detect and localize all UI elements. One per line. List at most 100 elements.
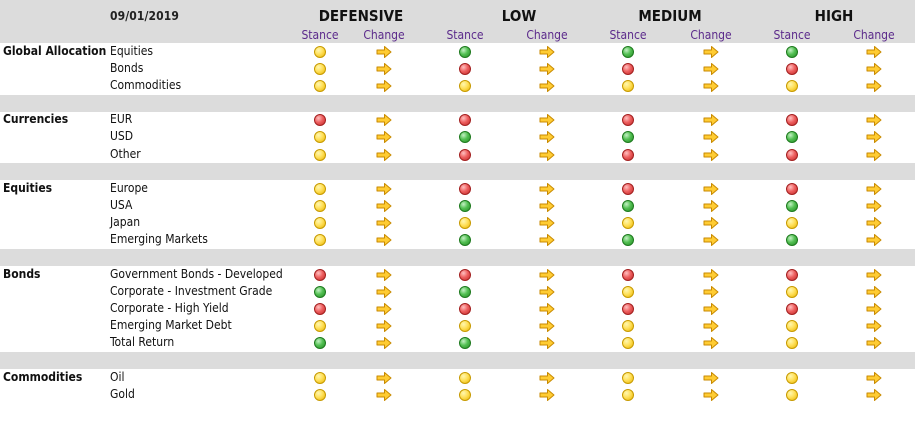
- stance-yellow-dot-icon: [622, 388, 634, 401]
- change-arrow-right-icon: [703, 320, 719, 333]
- stance-red-dot-icon: [314, 303, 326, 315]
- change-arrow-right-icon: [703, 268, 719, 281]
- stance-yellow-dot-icon: [786, 388, 798, 401]
- stance-red-dot-icon: [314, 268, 326, 281]
- asset-label: Bonds: [110, 60, 144, 75]
- change-column-header: Change: [690, 28, 732, 42]
- stance-column-header: Stance: [773, 28, 811, 42]
- change-arrow-right-icon: [703, 234, 719, 247]
- header-band: [0, 0, 915, 43]
- stance-red-dot-icon: [622, 303, 634, 315]
- stance-red-dot-icon: [459, 114, 471, 127]
- stance-yellow-dot-icon: [314, 371, 326, 384]
- stance-yellow-dot-icon: [622, 320, 634, 333]
- change-arrow-right-icon: [376, 182, 392, 195]
- stance-green-dot-icon: [622, 200, 634, 212]
- change-arrow-right-icon: [376, 320, 392, 333]
- change-arrow-right-icon: [539, 337, 555, 350]
- asset-label: Oil: [110, 369, 125, 384]
- asset-label: Emerging Markets: [110, 232, 208, 247]
- stance-yellow-dot-icon: [314, 234, 326, 247]
- stance-column-header: Stance: [301, 28, 339, 42]
- profile-title-medium: MEDIUM: [638, 7, 702, 25]
- asset-label: Europe: [110, 180, 148, 195]
- change-arrow-right-icon: [539, 234, 555, 247]
- change-arrow-right-icon: [539, 80, 555, 93]
- profile-title-high: HIGH: [814, 7, 854, 25]
- stance-green-dot-icon: [622, 45, 634, 58]
- stance-green-dot-icon: [459, 234, 471, 247]
- stance-yellow-dot-icon: [314, 320, 326, 333]
- change-arrow-right-icon: [539, 62, 555, 75]
- stance-yellow-dot-icon: [459, 217, 471, 230]
- stance-yellow-dot-icon: [314, 148, 326, 161]
- change-arrow-right-icon: [703, 131, 719, 144]
- category-label: Bonds: [3, 266, 41, 281]
- stance-yellow-dot-icon: [314, 131, 326, 144]
- change-arrow-right-icon: [376, 62, 392, 75]
- stance-green-dot-icon: [622, 131, 634, 144]
- change-arrow-right-icon: [376, 337, 392, 350]
- stance-yellow-dot-icon: [314, 45, 326, 58]
- stance-column-header: Stance: [446, 28, 484, 42]
- section-separator: [0, 163, 915, 181]
- change-arrow-right-icon: [703, 285, 719, 298]
- stance-green-dot-icon: [314, 337, 326, 350]
- change-arrow-right-icon: [866, 371, 882, 384]
- change-column-header: Change: [853, 28, 895, 42]
- change-arrow-right-icon: [539, 388, 555, 401]
- stance-yellow-dot-icon: [459, 80, 471, 92]
- stance-yellow-dot-icon: [459, 388, 471, 401]
- stance-yellow-dot-icon: [786, 371, 798, 384]
- change-arrow-right-icon: [703, 148, 719, 161]
- stance-yellow-dot-icon: [622, 285, 634, 298]
- change-arrow-right-icon: [539, 285, 555, 298]
- stance-green-dot-icon: [786, 45, 798, 58]
- category-label: Commodities: [3, 369, 83, 384]
- change-arrow-right-icon: [703, 200, 719, 213]
- stance-green-dot-icon: [459, 337, 471, 350]
- stance-yellow-dot-icon: [786, 337, 798, 350]
- change-arrow-right-icon: [703, 80, 719, 93]
- section-separator: [0, 249, 915, 266]
- change-arrow-right-icon: [376, 388, 392, 401]
- stance-green-dot-icon: [786, 131, 798, 144]
- change-arrow-right-icon: [866, 114, 882, 127]
- asset-label: Other: [110, 146, 141, 161]
- asset-label: EUR: [110, 112, 133, 127]
- change-arrow-right-icon: [539, 45, 555, 58]
- change-arrow-right-icon: [539, 217, 555, 230]
- change-arrow-right-icon: [539, 114, 555, 127]
- stance-column-header: Stance: [609, 28, 647, 42]
- section-separator: [0, 352, 915, 369]
- category-label: Global Allocation: [3, 43, 107, 58]
- stance-yellow-dot-icon: [314, 182, 326, 195]
- change-arrow-right-icon: [539, 303, 555, 316]
- change-arrow-right-icon: [376, 371, 392, 384]
- stance-red-dot-icon: [622, 268, 634, 281]
- stance-red-dot-icon: [459, 148, 471, 161]
- change-arrow-right-icon: [866, 131, 882, 144]
- stance-red-dot-icon: [459, 268, 471, 281]
- stance-red-dot-icon: [786, 182, 798, 195]
- stance-yellow-dot-icon: [459, 371, 471, 384]
- stance-red-dot-icon: [622, 148, 634, 161]
- stance-yellow-dot-icon: [314, 217, 326, 230]
- stance-red-dot-icon: [622, 62, 634, 75]
- stance-green-dot-icon: [314, 285, 326, 298]
- category-label: Currencies: [3, 112, 69, 127]
- change-arrow-right-icon: [376, 131, 392, 144]
- stance-red-dot-icon: [786, 62, 798, 75]
- change-arrow-right-icon: [703, 371, 719, 384]
- stance-green-dot-icon: [459, 131, 471, 144]
- change-arrow-right-icon: [539, 371, 555, 384]
- stance-red-dot-icon: [786, 303, 798, 315]
- stance-red-dot-icon: [786, 114, 798, 127]
- profile-title-defensive: DEFENSIVE: [318, 7, 404, 25]
- change-arrow-right-icon: [703, 114, 719, 127]
- change-arrow-right-icon: [703, 303, 719, 316]
- category-label: Equities: [3, 180, 53, 195]
- change-arrow-right-icon: [376, 114, 392, 127]
- change-arrow-right-icon: [376, 80, 392, 93]
